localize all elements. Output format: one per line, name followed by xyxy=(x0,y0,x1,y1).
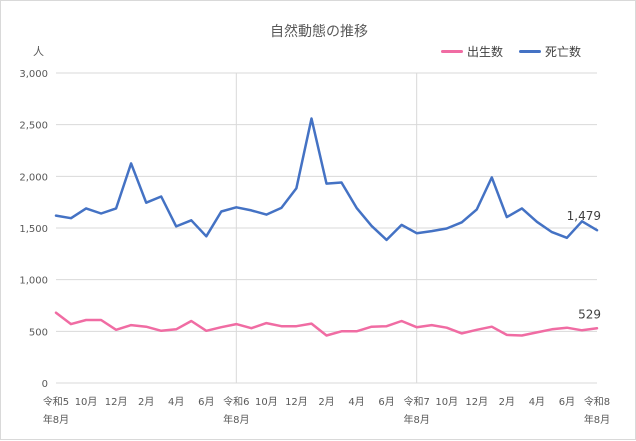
y-axis-unit-label: 人 xyxy=(33,45,44,58)
x-tick-label: 令和7 xyxy=(403,395,429,408)
legend-item-births: 出生数 xyxy=(441,43,503,60)
y-tick-label: 1,000 xyxy=(19,276,48,287)
x-tick-label: 10月 xyxy=(255,396,278,408)
y-tick-label: 0 xyxy=(42,379,48,390)
legend-label-deaths: 死亡数 xyxy=(545,45,582,59)
x-tick-label: 2月 xyxy=(138,396,154,408)
x-tick-label: 令和5 xyxy=(43,395,69,408)
x-tick-label-year: 年8月 xyxy=(403,413,429,426)
deaths-line xyxy=(54,117,599,242)
x-tick-label: 10月 xyxy=(435,396,458,408)
legend-swatch-deaths xyxy=(519,50,542,53)
y-tick-label: 2,000 xyxy=(19,172,48,183)
x-tick-label: 令和6 xyxy=(223,395,249,408)
y-tick-label: 1,500 xyxy=(19,224,48,235)
y-tick-label: 2,500 xyxy=(19,121,48,132)
chart-legend: 出生数 死亡数 xyxy=(441,43,581,60)
legend-item-deaths: 死亡数 xyxy=(519,43,581,60)
x-tick-label: 令和8 xyxy=(584,395,610,408)
x-tick-label: 2月 xyxy=(318,396,334,408)
x-tick-label: 6月 xyxy=(198,396,214,408)
legend-swatch-births xyxy=(441,50,463,53)
x-tick-label: 12月 xyxy=(465,396,488,408)
x-tick-label-year: 年8月 xyxy=(43,413,69,426)
y-tick-label: 500 xyxy=(29,327,48,338)
x-tick-label: 6月 xyxy=(559,396,575,408)
deaths-end-label: 1,479 xyxy=(567,209,601,223)
x-tick-label: 2月 xyxy=(499,396,515,408)
x-tick-label: 6月 xyxy=(378,396,394,408)
x-tick-label: 4月 xyxy=(348,396,364,408)
y-tick-label: 3,000 xyxy=(19,69,48,80)
x-tick-label: 12月 xyxy=(105,396,128,408)
births-end-label: 529 xyxy=(578,307,601,321)
x-tick-label-year: 年8月 xyxy=(584,413,610,426)
births-line xyxy=(54,311,599,337)
x-tick-label: 4月 xyxy=(168,396,184,408)
x-tick-label: 10月 xyxy=(75,396,98,408)
x-tick-label: 12月 xyxy=(285,396,308,408)
chart-title: 自然動態の推移 xyxy=(270,24,368,40)
legend-label-births: 出生数 xyxy=(467,45,504,59)
x-tick-label-year: 年8月 xyxy=(223,413,249,426)
x-tick-label: 4月 xyxy=(529,396,545,408)
